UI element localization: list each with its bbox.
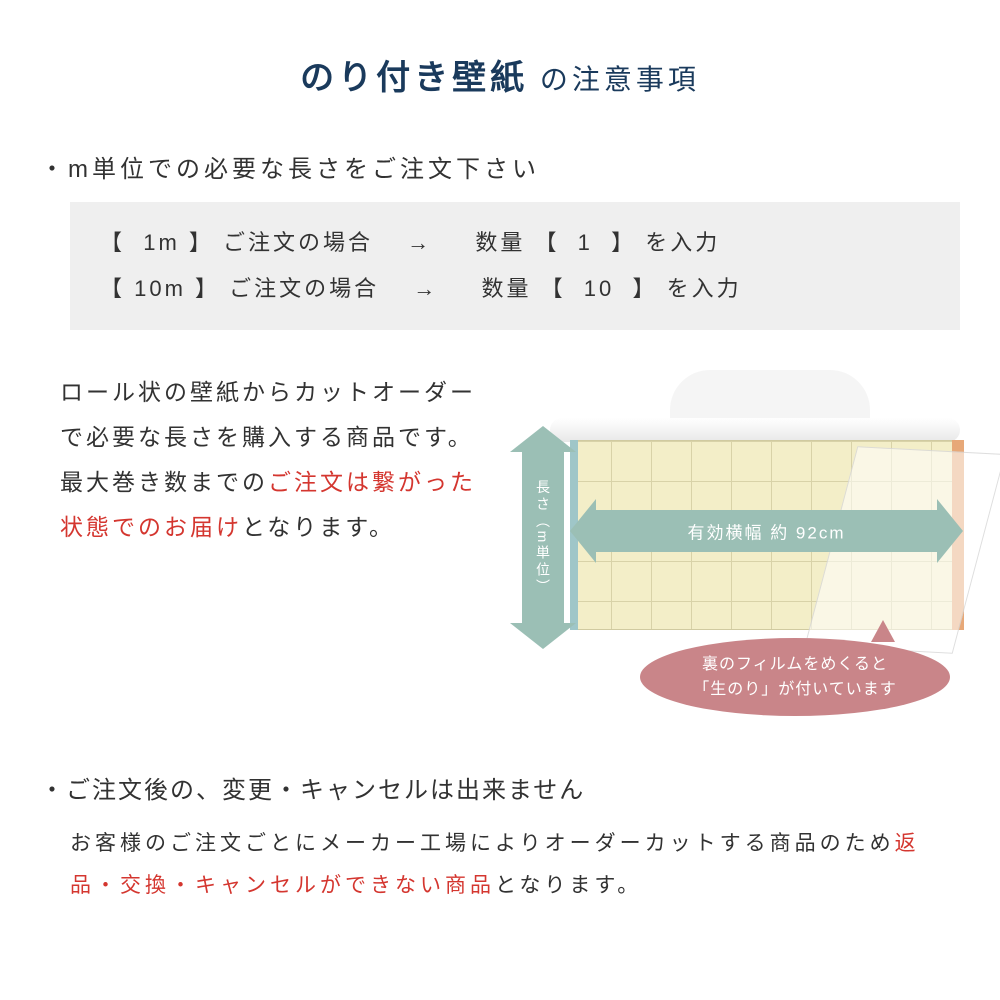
title-main: のり付き壁紙 xyxy=(300,59,528,97)
order-row-2: 【 10m 】 ご注文の場合 → 数量 【 10 】 を入力 xyxy=(100,266,930,312)
length-arrow: 長さ（m単位） xyxy=(522,450,564,625)
section1-bullet: ・m単位での必要な長さをご注文下さい xyxy=(40,149,960,184)
desc-p2a: 最大巻き数までの xyxy=(60,469,268,495)
order-examples-box: 【 1m 】 ご注文の場合 → 数量 【 1 】 を入力 【 10m 】 ご注文… xyxy=(70,202,960,330)
bubble-line1: 裏のフィルムをめくると xyxy=(702,656,888,673)
bubble-line2: 「生のり」が付いています xyxy=(693,681,897,698)
title-sub: の注意事項 xyxy=(528,64,700,95)
mid-section: ロール状の壁紙からカットオーダーで必要な長さを購入する商品です。 最大巻き数まで… xyxy=(60,370,960,710)
width-arrow-label: 有効横幅 約 92cm xyxy=(687,519,845,544)
width-arrow: 有効横幅 約 92cm xyxy=(594,510,939,552)
section2-bullet: ・ご注文後の、変更・キャンセルは出来ません xyxy=(40,770,960,805)
wallpaper-illustration: 長さ（m単位） 有効横幅 約 92cm 裏のフィルムをめくると 「生のり」が付い… xyxy=(510,370,960,710)
order-row-1: 【 1m 】 ご注文の場合 → 数量 【 1 】 を入力 xyxy=(100,220,930,266)
page-title: のり付き壁紙 の注意事項 xyxy=(40,50,960,99)
body-b: となります。 xyxy=(495,874,642,897)
length-arrow-label: 長さ（m単位） xyxy=(533,480,553,597)
body-a: お客様のご注文ごとにメーカー工場によりオーダーカットする商品のため xyxy=(70,832,895,855)
desc-p2b: となります。 xyxy=(242,514,395,540)
film-note-bubble: 裏のフィルムをめくると 「生のり」が付いています xyxy=(640,638,950,716)
description-text: ロール状の壁紙からカットオーダーで必要な長さを購入する商品です。 最大巻き数まで… xyxy=(60,370,490,710)
roll-tube xyxy=(550,418,960,442)
desc-p1: ロール状の壁紙からカットオーダーで必要な長さを購入する商品です。 xyxy=(60,379,476,450)
section2-body: お客様のご注文ごとにメーカー工場によりオーダーカットする商品のため返品・交換・キ… xyxy=(70,823,960,907)
